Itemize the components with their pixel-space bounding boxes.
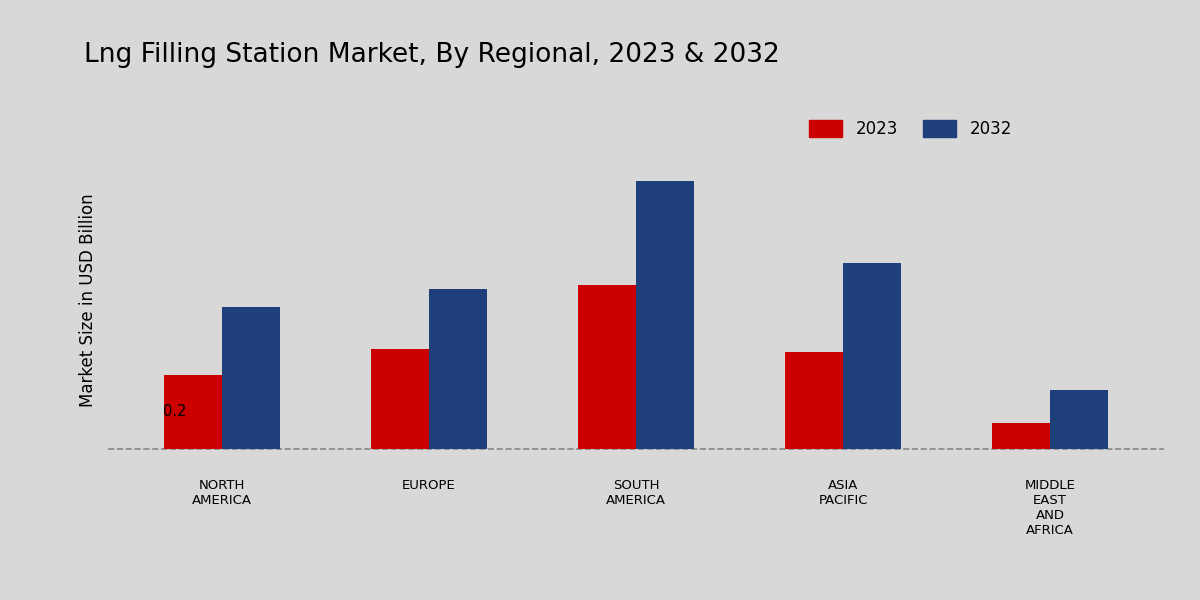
Text: Lng Filling Station Market, By Regional, 2023 & 2032: Lng Filling Station Market, By Regional,… — [84, 42, 780, 68]
Text: 0.2: 0.2 — [163, 404, 187, 419]
Y-axis label: Market Size in USD Billion: Market Size in USD Billion — [79, 193, 97, 407]
Bar — [164, 374, 222, 449]
Bar — [785, 352, 844, 449]
Bar — [992, 423, 1050, 449]
Legend: 2023, 2032: 2023, 2032 — [802, 113, 1019, 145]
Bar — [1050, 389, 1108, 449]
Bar — [371, 349, 428, 449]
Bar — [428, 289, 487, 449]
Bar — [222, 307, 280, 449]
Bar — [578, 285, 636, 449]
Bar — [844, 263, 901, 449]
Bar — [636, 181, 694, 449]
